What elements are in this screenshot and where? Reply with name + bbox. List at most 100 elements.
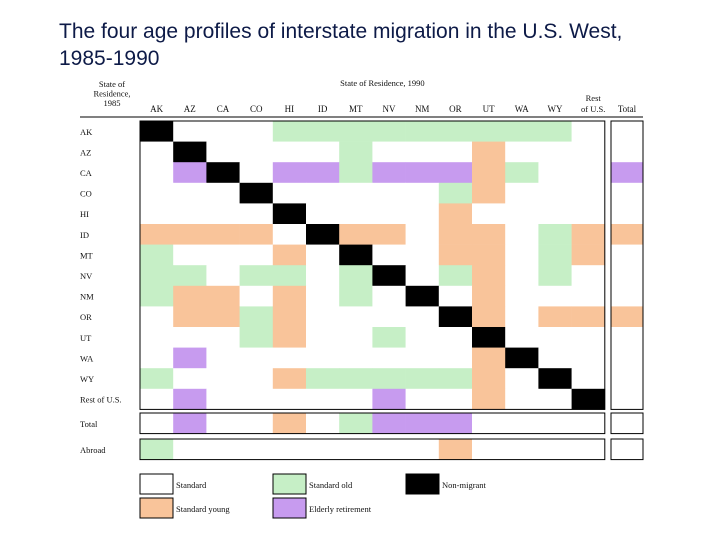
matrix-cell <box>239 203 274 225</box>
extra-row-cell <box>339 413 373 434</box>
column-label: NM <box>415 104 430 114</box>
extra-row-cell <box>272 413 307 434</box>
matrix-cell <box>472 327 506 348</box>
matrix-cell <box>472 141 506 163</box>
matrix-cell <box>239 265 274 287</box>
extra-row-cell <box>272 439 307 460</box>
legend-label: Standard <box>176 480 207 490</box>
column-label: OR <box>449 104 462 114</box>
matrix-cell <box>306 285 340 307</box>
matrix-cell <box>372 121 406 142</box>
matrix-cell <box>405 121 440 142</box>
matrix-cell <box>538 244 572 266</box>
row-label: CA <box>80 168 93 178</box>
matrix-cell <box>140 388 174 410</box>
matrix-cell <box>339 121 373 142</box>
matrix-cell <box>405 265 440 287</box>
total-column-cell <box>611 244 643 266</box>
matrix-cell <box>206 121 240 142</box>
column-label: WA <box>515 104 529 114</box>
matrix-cell <box>472 285 506 307</box>
matrix-cell <box>339 244 373 266</box>
column-label: HI <box>285 104 295 114</box>
row-label: NV <box>80 271 93 281</box>
matrix-cell <box>239 388 274 410</box>
extra-row-cell <box>339 439 373 460</box>
matrix-cell <box>140 224 174 245</box>
matrix-cell <box>472 182 506 204</box>
extra-row-frame <box>139 412 606 435</box>
matrix-cell <box>339 224 373 245</box>
column-label-line: Rest <box>586 93 602 103</box>
matrix-cell <box>306 182 340 204</box>
row-label: CO <box>80 189 92 199</box>
matrix-cell <box>339 162 373 184</box>
matrix-cell <box>306 327 340 348</box>
matrix-cell <box>372 224 406 245</box>
column-label: UT <box>483 104 495 114</box>
total-column-cell <box>611 203 643 225</box>
matrix-cell <box>538 368 572 390</box>
matrix-cell <box>571 182 606 204</box>
matrix-cell <box>571 265 606 287</box>
total-column-cell <box>611 306 643 328</box>
column-label: CO <box>250 104 263 114</box>
matrix-cell <box>173 162 207 184</box>
matrix-cell <box>272 141 307 163</box>
matrix-cell <box>272 368 307 390</box>
matrix-cell <box>372 347 406 369</box>
matrix-cell <box>438 121 473 142</box>
matrix-cell <box>571 162 606 184</box>
matrix-cell <box>538 347 572 369</box>
total-column-cell <box>611 347 643 369</box>
matrix-cell <box>372 368 406 390</box>
matrix-cell <box>372 162 406 184</box>
matrix-cell <box>173 306 207 328</box>
extra-row-cell <box>206 413 240 434</box>
matrix-cell <box>272 203 307 225</box>
legend-label: Elderly retirement <box>309 504 372 514</box>
extra-row-cell <box>173 439 207 460</box>
matrix-cell <box>140 203 174 225</box>
matrix-cell <box>505 265 539 287</box>
row-label: UT <box>80 333 92 343</box>
matrix-cell <box>239 141 274 163</box>
total-column-cell <box>611 182 643 204</box>
matrix-cell <box>140 244 174 266</box>
matrix-cell <box>339 182 373 204</box>
matrix-cell <box>173 141 207 163</box>
total-column-cell <box>611 368 643 390</box>
matrix-cell <box>438 265 473 287</box>
row-header-title-line: Residence, <box>93 89 130 99</box>
matrix-cell <box>239 182 274 204</box>
matrix-cell <box>571 224 606 245</box>
matrix-cell <box>372 285 406 307</box>
matrix-cell <box>438 388 473 410</box>
row-header-title-line: 1985 <box>104 98 121 108</box>
matrix-cell <box>538 388 572 410</box>
legend-label: Non-migrant <box>442 480 487 490</box>
matrix-cell <box>306 203 340 225</box>
matrix-cell <box>206 244 240 266</box>
extra-row-cell <box>472 413 506 434</box>
matrix-cell <box>372 327 406 348</box>
extra-row-cell <box>438 413 473 434</box>
matrix-cell <box>505 121 539 142</box>
matrix-cell <box>571 203 606 225</box>
extra-row-label: Total <box>80 419 98 429</box>
row-label: WA <box>80 353 94 363</box>
total-column-cell <box>611 265 643 287</box>
legend-label: Standard old <box>309 480 353 490</box>
row-label: AZ <box>80 147 91 157</box>
matrix-cell <box>140 306 174 328</box>
matrix-cell <box>538 285 572 307</box>
matrix-cell <box>472 224 506 245</box>
extra-row-cell <box>206 439 240 460</box>
row-label: Rest of U.S. <box>80 395 122 405</box>
matrix-cell <box>339 388 373 410</box>
matrix-cell <box>372 203 406 225</box>
matrix-cell <box>571 244 606 266</box>
matrix-cell <box>306 224 340 245</box>
extra-row-cell <box>173 413 207 434</box>
